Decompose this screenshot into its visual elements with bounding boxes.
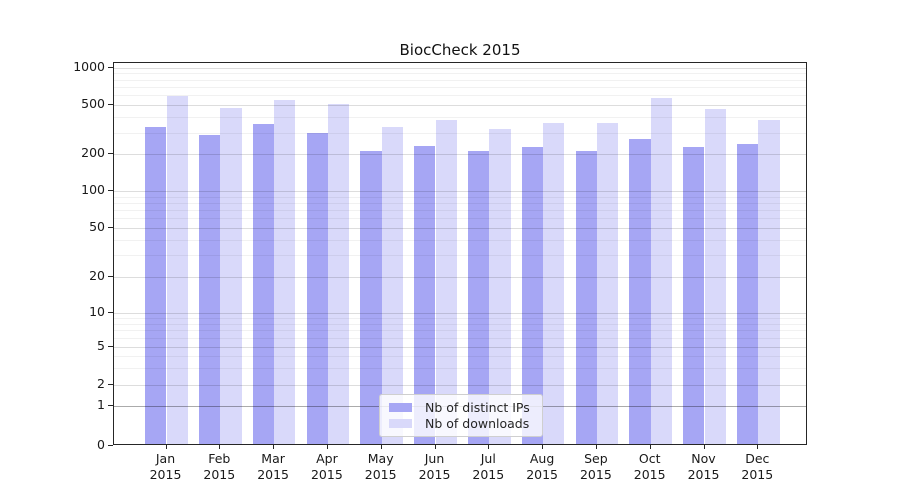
x-tick-mark: [219, 445, 221, 449]
bar-distinct-ips-mar: [252, 124, 275, 444]
x-tick-mark: [542, 445, 544, 449]
y-tick-label: 0: [97, 436, 105, 452]
y-tick-mark: [108, 66, 113, 68]
legend-swatch-distinct-ips: [389, 402, 412, 413]
y-tick-label: 1000: [73, 58, 105, 74]
legend-item-downloads: Nb of downloads: [389, 416, 533, 431]
bar-distinct-ips-oct: [629, 139, 651, 444]
y-tick-mark: [108, 383, 113, 385]
legend-label-distinct-ips: Nb of distinct IPs: [425, 400, 530, 415]
bars-layer: [114, 63, 806, 444]
bar-distinct-ips-jan: [145, 127, 167, 444]
bar-distinct-ips-nov: [683, 147, 705, 444]
bar-downloads-apr: [327, 104, 350, 444]
y-tick-mark: [108, 275, 113, 277]
bar-distinct-ips-apr: [306, 132, 328, 444]
y-tick-label: 200: [81, 145, 105, 161]
y-tick-label: 20: [89, 267, 105, 283]
y-tick-mark: [108, 405, 113, 406]
y-tick-label: 50: [89, 218, 105, 234]
x-tick-label-aug: Aug 2015: [526, 451, 558, 482]
x-tick-mark: [326, 445, 328, 449]
y-tick-label: 1: [97, 397, 105, 412]
x-tick-label-apr: Apr 2015: [310, 451, 343, 482]
bar-downloads-may: [381, 127, 404, 444]
bar-downloads-sep: [596, 123, 619, 444]
y-tick-mark: [108, 226, 113, 228]
y-tick-mark: [108, 312, 113, 313]
x-tick-label-jan: Jan 2015: [149, 451, 182, 482]
x-tick-mark: [434, 445, 436, 449]
bar-downloads-jul: [489, 129, 511, 444]
bar-downloads-nov: [704, 109, 726, 444]
bar-distinct-ips-aug: [521, 146, 544, 444]
bar-distinct-ips-feb: [198, 135, 221, 444]
y-tick-label: 5: [97, 337, 105, 353]
y-tick-mark: [108, 190, 113, 191]
bar-downloads-aug: [543, 122, 565, 444]
chart-title: BiocCheck 2015: [399, 41, 521, 59]
y-tick-label: 2: [97, 375, 105, 391]
x-tick-label-dec: Dec 2015: [741, 451, 774, 482]
y-tick-label: 100: [81, 182, 105, 197]
x-tick-mark: [703, 445, 705, 449]
legend: Nb of distinct IPs Nb of downloads: [379, 394, 543, 437]
legend-swatch-downloads: [389, 418, 412, 429]
bar-distinct-ips-may: [360, 150, 382, 444]
x-tick-mark: [595, 445, 597, 449]
bar-downloads-jan: [166, 96, 188, 444]
legend-item-distinct-ips: Nb of distinct IPs: [389, 400, 533, 415]
bar-downloads-feb: [220, 107, 242, 444]
x-tick-mark: [380, 445, 382, 449]
x-tick-label-sep: Sep 2015: [579, 451, 612, 482]
x-tick-label-feb: Feb 2015: [203, 451, 236, 482]
y-tick-mark: [108, 153, 113, 155]
x-tick-label-oct: Oct 2015: [633, 451, 666, 482]
y-tick-label: 500: [81, 96, 105, 112]
x-tick-mark: [757, 445, 759, 449]
y-tick-mark: [108, 345, 113, 347]
x-tick-mark: [488, 445, 490, 449]
x-tick-label-nov: Nov 2015: [687, 451, 720, 482]
bar-downloads-dec: [758, 120, 780, 444]
x-tick-mark: [165, 445, 167, 449]
x-tick-mark: [273, 445, 275, 449]
bar-distinct-ips-jun: [414, 146, 436, 444]
y-tick-mark: [108, 104, 113, 106]
x-tick-label-may: May 2015: [364, 451, 397, 482]
plot-area: Nb of distinct IPs Nb of downloads: [113, 62, 807, 445]
x-tick-label-jun: Jun 2015: [418, 451, 451, 482]
bar-distinct-ips-dec: [736, 144, 759, 444]
bar-distinct-ips-jul: [467, 151, 490, 444]
y-tick-label: 10: [89, 304, 105, 319]
bar-downloads-oct: [650, 97, 673, 444]
x-tick-mark: [649, 445, 651, 449]
bar-downloads-mar: [274, 100, 296, 444]
bar-distinct-ips-sep: [575, 150, 597, 444]
bar-downloads-jun: [435, 120, 457, 444]
y-tick-mark: [108, 444, 113, 446]
x-tick-label-jul: Jul 2015: [472, 451, 505, 482]
legend-label-downloads: Nb of downloads: [425, 416, 530, 431]
x-tick-label-mar: Mar 2015: [257, 451, 289, 482]
